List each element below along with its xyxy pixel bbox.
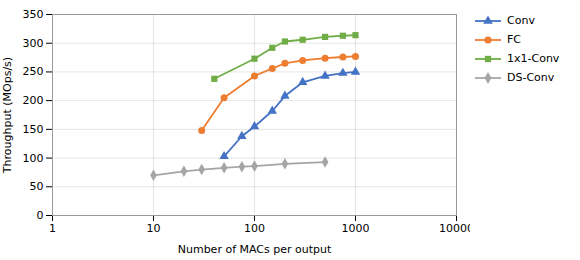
svg-text:50: 50 xyxy=(30,180,44,193)
html-text:Conv: Conv xyxy=(507,14,535,27)
svg-text:250: 250 xyxy=(23,65,44,78)
svg-text:1000: 1000 xyxy=(342,222,370,235)
svg-text:100: 100 xyxy=(23,152,44,165)
svg-text:1: 1 xyxy=(49,222,56,235)
svg-text:10000: 10000 xyxy=(439,222,470,235)
html-text:1x1-Conv: 1x1-Conv xyxy=(507,52,560,65)
html-text:DS-Conv: DS-Conv xyxy=(507,71,555,84)
svg-text:Number of MACs per output: Number of MACs per output xyxy=(178,243,332,256)
svg-text:150: 150 xyxy=(23,123,44,136)
svg-text:100: 100 xyxy=(244,222,265,235)
svg-text:0: 0 xyxy=(37,209,44,222)
svg-text:200: 200 xyxy=(23,94,44,107)
html-text:FC: FC xyxy=(507,33,521,46)
svg-text:10: 10 xyxy=(147,222,161,235)
svg-text:Throughput (MOps/s): Throughput (MOps/s) xyxy=(1,57,14,174)
svg-text:350: 350 xyxy=(23,8,44,21)
svg-text:300: 300 xyxy=(23,37,44,50)
